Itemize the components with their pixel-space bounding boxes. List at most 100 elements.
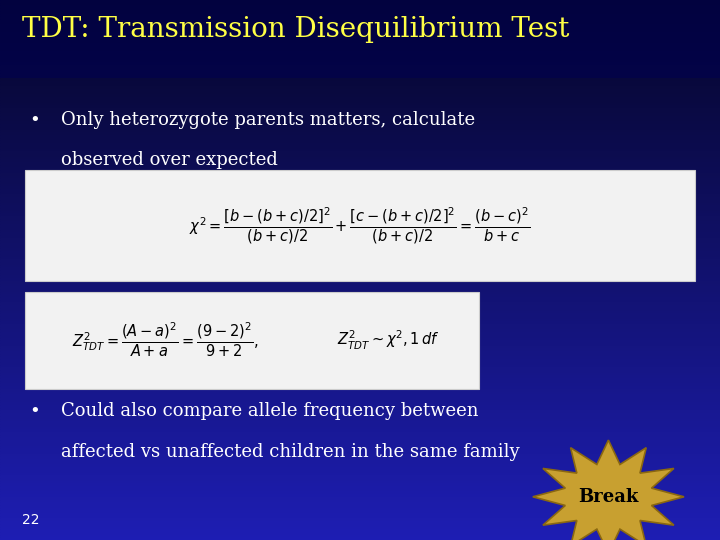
Bar xyxy=(0,32,720,35)
Bar xyxy=(0,319,720,321)
Bar xyxy=(0,486,720,489)
Bar xyxy=(0,170,720,173)
Bar xyxy=(0,327,720,329)
Bar xyxy=(0,200,720,202)
Bar xyxy=(0,84,720,86)
Text: Break: Break xyxy=(578,488,639,506)
Bar xyxy=(0,535,720,537)
Bar xyxy=(0,394,720,397)
Bar xyxy=(0,151,720,154)
Bar xyxy=(0,159,720,162)
Bar xyxy=(0,143,720,146)
Bar xyxy=(0,22,720,24)
Bar xyxy=(0,402,720,405)
Bar xyxy=(0,113,720,116)
Bar xyxy=(0,30,720,32)
Text: $\chi^2 = \dfrac{[b-(b+c)/2]^2}{(b+c)/2} + \dfrac{[c-(b+c)/2]^2}{(b+c)/2} = \dfr: $\chi^2 = \dfrac{[b-(b+c)/2]^2}{(b+c)/2}… xyxy=(189,205,531,246)
Bar xyxy=(0,251,720,254)
Bar xyxy=(0,284,720,286)
Polygon shape xyxy=(533,440,684,540)
Bar xyxy=(0,178,720,181)
Bar xyxy=(0,5,720,8)
Bar xyxy=(0,38,720,40)
Bar xyxy=(0,370,720,373)
Bar xyxy=(0,491,720,494)
Bar xyxy=(0,197,720,200)
Bar xyxy=(0,235,720,238)
Bar xyxy=(0,202,720,205)
Bar xyxy=(0,181,720,184)
Bar xyxy=(0,294,720,297)
Bar xyxy=(0,346,720,348)
Bar xyxy=(0,416,720,418)
Bar xyxy=(0,216,720,219)
Bar xyxy=(0,68,720,70)
Bar xyxy=(0,97,720,100)
Bar xyxy=(0,240,720,243)
Text: observed over expected: observed over expected xyxy=(61,151,278,169)
Text: 22: 22 xyxy=(22,512,39,526)
Bar xyxy=(0,489,720,491)
Bar xyxy=(0,378,720,381)
Bar xyxy=(0,289,720,292)
Bar xyxy=(0,381,720,383)
Bar xyxy=(0,62,720,65)
Bar xyxy=(0,472,720,475)
Bar xyxy=(0,367,720,370)
Bar xyxy=(0,408,720,410)
Bar xyxy=(0,305,720,308)
Bar xyxy=(0,0,720,3)
Bar xyxy=(0,443,720,445)
Bar xyxy=(0,81,720,84)
Bar xyxy=(0,448,720,451)
Bar xyxy=(0,429,720,432)
Bar xyxy=(0,211,720,213)
Bar xyxy=(0,273,720,275)
Bar xyxy=(0,184,720,186)
Bar xyxy=(0,497,720,500)
Bar xyxy=(0,265,720,267)
Bar xyxy=(0,135,720,138)
Bar xyxy=(0,389,720,392)
Bar xyxy=(0,262,720,265)
Bar xyxy=(0,537,720,540)
Bar xyxy=(0,238,720,240)
Bar xyxy=(0,432,720,435)
Bar xyxy=(0,359,720,362)
Text: •: • xyxy=(29,111,40,129)
Bar xyxy=(0,138,720,140)
Bar xyxy=(0,483,720,486)
FancyBboxPatch shape xyxy=(25,292,479,389)
Bar xyxy=(0,437,720,440)
Bar xyxy=(0,478,720,481)
Bar xyxy=(0,446,720,448)
Bar xyxy=(0,46,720,49)
Bar xyxy=(0,275,720,278)
Bar xyxy=(0,526,720,529)
Bar xyxy=(0,332,720,335)
Bar xyxy=(0,130,720,132)
Bar xyxy=(0,208,720,211)
Bar xyxy=(0,78,720,81)
Bar xyxy=(0,324,720,327)
Bar xyxy=(0,243,720,246)
Bar xyxy=(0,108,720,111)
Bar xyxy=(0,27,720,30)
Bar xyxy=(0,176,720,178)
Bar xyxy=(0,456,720,459)
Bar xyxy=(0,103,720,105)
Bar xyxy=(0,162,720,165)
Text: $Z^2_{TDT} \sim \chi^2, 1\,df$: $Z^2_{TDT} \sim \chi^2, 1\,df$ xyxy=(338,329,440,352)
Bar xyxy=(0,221,720,224)
Bar xyxy=(0,100,720,103)
Bar xyxy=(0,510,720,513)
Bar xyxy=(0,0,720,78)
Bar xyxy=(0,76,720,78)
Bar xyxy=(0,254,720,256)
Bar xyxy=(0,475,720,478)
Bar xyxy=(0,43,720,46)
Text: affected vs unaffected children in the same family: affected vs unaffected children in the s… xyxy=(61,443,520,461)
Bar xyxy=(0,427,720,429)
Bar xyxy=(0,375,720,378)
Bar xyxy=(0,189,720,192)
